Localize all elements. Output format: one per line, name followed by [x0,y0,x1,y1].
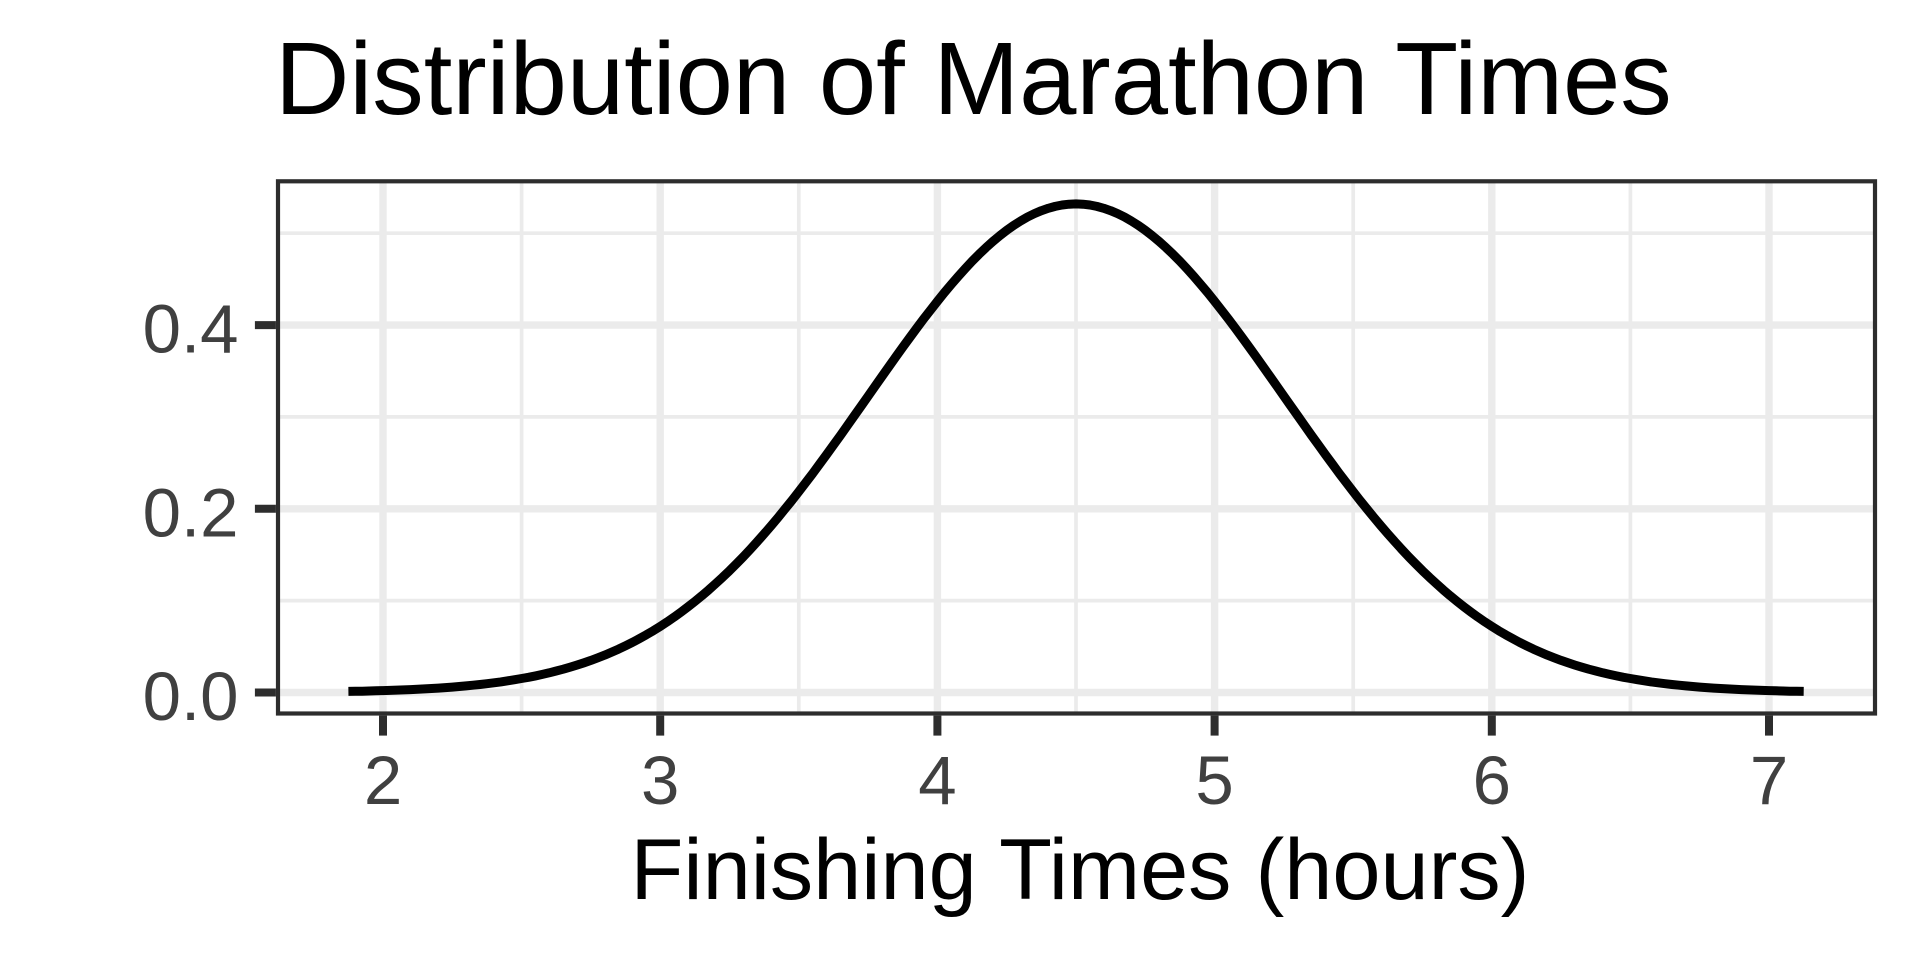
svg-text:3: 3 [641,742,679,819]
svg-text:Distribution of Marathon Times: Distribution of Marathon Times [275,21,1672,136]
svg-text:0.0: 0.0 [143,658,239,735]
svg-text:5: 5 [1195,742,1233,819]
svg-text:6: 6 [1473,742,1511,819]
svg-text:7: 7 [1750,742,1788,819]
svg-text:Finishing Times (hours): Finishing Times (hours) [631,822,1530,918]
svg-text:0.4: 0.4 [143,291,239,368]
svg-text:0.2: 0.2 [143,474,239,551]
svg-text:4: 4 [918,742,956,819]
svg-text:2: 2 [364,742,402,819]
